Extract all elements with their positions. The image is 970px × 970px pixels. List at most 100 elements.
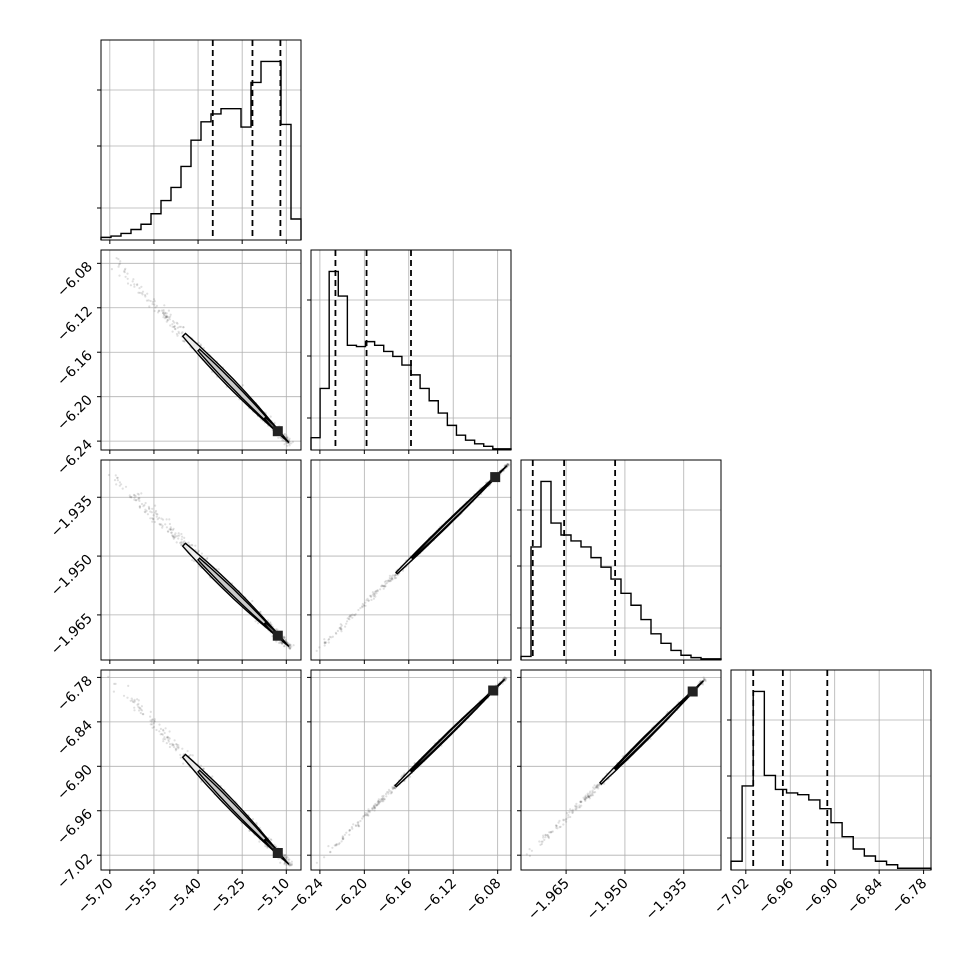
- scatter-point: [354, 613, 357, 616]
- scatter-point: [365, 599, 368, 602]
- scatter-point: [352, 823, 355, 826]
- scatter-point: [162, 728, 165, 732]
- scatter-point: [377, 800, 380, 803]
- pair-3-1-frame: [310, 669, 512, 871]
- scatter-point: [167, 736, 170, 739]
- scatter-point: [393, 577, 396, 580]
- scatter-point: [162, 310, 165, 313]
- scatter-point: [395, 576, 398, 580]
- scatter-point: [150, 511, 153, 514]
- scatter-point: [597, 783, 600, 786]
- scatter-point: [280, 642, 283, 645]
- scatter-point: [137, 705, 140, 708]
- scatter-point: [373, 806, 376, 809]
- scatter-point: [152, 517, 155, 521]
- scatter-point: [116, 479, 119, 482]
- scatter-point: [339, 623, 342, 626]
- scatter-point: [555, 826, 558, 829]
- scatter-point: [377, 799, 380, 803]
- scatter-point: [288, 858, 291, 861]
- scatter-point: [141, 290, 145, 293]
- scatter-point: [173, 535, 176, 539]
- scatter-point: [382, 798, 385, 801]
- scatter-point: [200, 552, 203, 555]
- scatter-point: [163, 304, 166, 307]
- scatter-point: [543, 838, 546, 842]
- scatter-point: [177, 537, 180, 540]
- scatter-point: [582, 796, 585, 799]
- scatter-point: [120, 483, 123, 486]
- scatter-point: [556, 827, 559, 830]
- scatter-point: [171, 742, 174, 745]
- scatter-point: [139, 708, 142, 711]
- scatter-point: [149, 510, 152, 513]
- scatter-point: [393, 787, 396, 790]
- scatter-point: [542, 836, 545, 839]
- scatter-point: [285, 867, 288, 870]
- scatter-point: [583, 798, 587, 801]
- scatter-point: [390, 579, 393, 582]
- scatter-point: [578, 804, 581, 807]
- scatter-point: [177, 746, 180, 749]
- scatter-point: [373, 592, 376, 595]
- scatter-point: [197, 341, 200, 344]
- scatter-point: [211, 775, 214, 778]
- panel-border: [100, 39, 302, 241]
- pair-3-2-frame: [520, 669, 722, 871]
- scatter-point: [151, 718, 154, 721]
- scatter-point: [507, 463, 510, 466]
- scatter-point: [135, 499, 138, 502]
- scatter-point: [349, 614, 352, 617]
- scatter-point: [173, 536, 176, 539]
- scatter-point: [119, 260, 122, 263]
- scatter-point: [286, 436, 289, 439]
- scatter-point: [157, 311, 160, 314]
- panel-border: [310, 459, 512, 661]
- scatter-point: [172, 527, 175, 530]
- scatter-point: [357, 823, 360, 826]
- scatter-point: [139, 505, 142, 508]
- scatter-point: [169, 324, 172, 327]
- scatter-point: [403, 772, 406, 775]
- scatter-point: [381, 800, 384, 803]
- scatter-point: [173, 324, 176, 328]
- scatter-point: [530, 849, 534, 852]
- scatter-point: [595, 784, 599, 787]
- scatter-point: [122, 694, 126, 697]
- scatter-point: [391, 574, 395, 577]
- scatter-point: [544, 833, 547, 837]
- scatter-point: [329, 850, 332, 854]
- y-tick-label: −1.950: [48, 552, 96, 600]
- scatter-point: [546, 834, 549, 837]
- scatter-point: [166, 315, 169, 318]
- scatter-point: [285, 441, 288, 444]
- scatter-point: [557, 821, 560, 824]
- scatter-point: [159, 523, 162, 526]
- scatter-point: [387, 792, 390, 795]
- scatter-point: [161, 526, 164, 529]
- scatter-point: [589, 790, 592, 793]
- density-peak: [272, 426, 283, 437]
- scatter-point: [292, 644, 295, 647]
- scatter-point: [528, 848, 531, 851]
- scatter-point: [167, 740, 170, 743]
- scatter-point: [587, 795, 590, 798]
- scatter-point: [374, 802, 377, 806]
- scatter-point: [349, 615, 352, 618]
- x-tick-label: −1.935: [643, 876, 691, 924]
- scatter-point: [114, 682, 117, 686]
- scatter-point: [540, 842, 544, 846]
- scatter-point: [171, 528, 174, 532]
- scatter-point: [151, 726, 154, 729]
- scatter-point: [338, 627, 341, 630]
- scatter-point: [194, 544, 197, 547]
- scatter-point: [334, 631, 337, 635]
- scatter-point: [152, 725, 156, 729]
- scatter-point: [289, 647, 292, 650]
- x-tick-label: −6.20: [330, 876, 372, 918]
- scatter-point: [288, 647, 291, 650]
- scatter-point: [379, 588, 382, 591]
- scatter-point: [155, 513, 158, 516]
- scatter-point: [390, 577, 394, 580]
- scatter-point: [586, 796, 589, 799]
